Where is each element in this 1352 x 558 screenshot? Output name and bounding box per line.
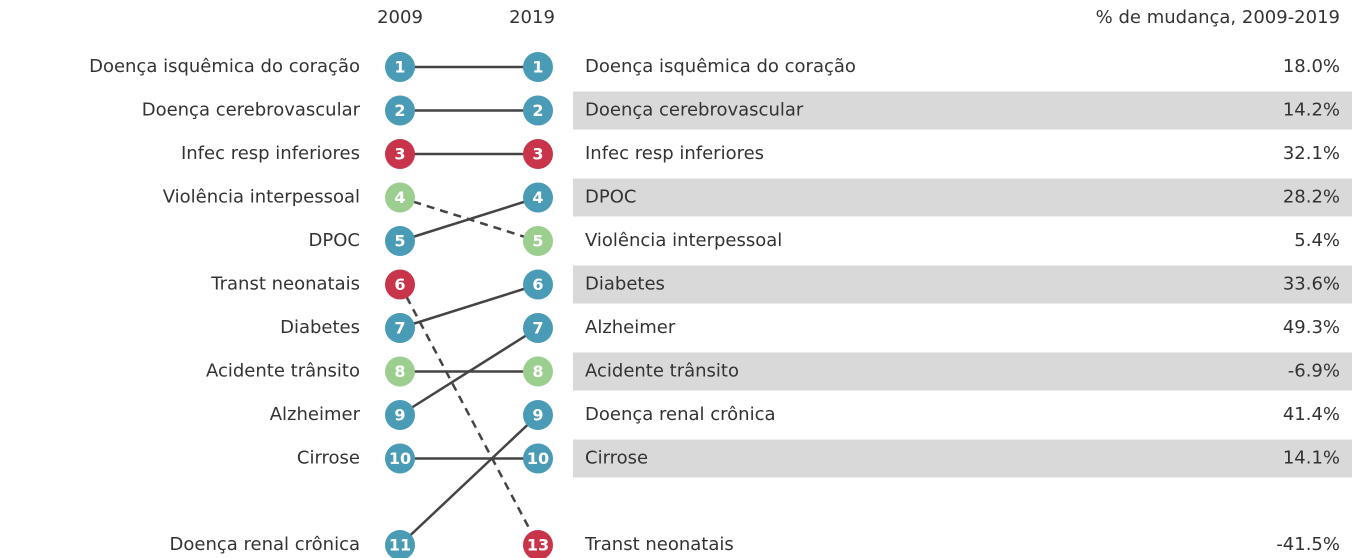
end-year: 2019: [509, 7, 555, 28]
rank-link: [399, 414, 539, 546]
left-label: Alzheimer: [270, 404, 361, 425]
rank-circle: [385, 400, 415, 430]
right-label: Violência interpessoal: [585, 230, 782, 251]
left-label: Doença isquêmica do coração: [89, 56, 360, 77]
left-label: Doença cerebrovascular: [142, 100, 361, 121]
rank-number: 6: [532, 275, 543, 294]
rank-number: 7: [394, 319, 405, 338]
row-band: [573, 352, 1352, 391]
rank-circle: [385, 95, 415, 126]
rank-number: 1: [532, 58, 543, 77]
right-label: Doença cerebrovascular: [585, 100, 804, 121]
change-value: 5.4%: [1294, 230, 1340, 251]
rank-number: 3: [532, 145, 543, 164]
left-label: Transt neonatais: [210, 274, 360, 295]
rank-circle: [385, 139, 415, 169]
rank-circle: [385, 530, 415, 558]
rank-link: [398, 283, 540, 546]
left-label: Doença renal crônica: [170, 534, 361, 555]
rank-number: 4: [532, 188, 543, 207]
right-label: Infec resp inferiores: [585, 143, 764, 164]
change-value: 49.3%: [1283, 317, 1340, 338]
rank-circle: [523, 182, 553, 213]
rank-number: 4: [394, 188, 405, 207]
rank-circle: [523, 530, 553, 558]
row-band: [573, 91, 1352, 130]
rank-number: 5: [532, 232, 543, 251]
left-label: Cirrose: [297, 448, 360, 469]
rank-circle: [523, 52, 553, 82]
row-band: [573, 178, 1352, 217]
right-label: Doença isquêmica do coração: [585, 56, 856, 77]
rank-circle: [385, 269, 415, 300]
rank-number: 9: [394, 406, 405, 425]
rank-circle: [385, 182, 415, 213]
change-value: 41.4%: [1283, 404, 1340, 425]
rank-circle: [523, 139, 553, 169]
rank-number: 2: [532, 101, 543, 120]
start-year: 2009: [377, 7, 423, 28]
change-value: -6.9%: [1288, 361, 1340, 382]
change-value: 33.6%: [1283, 274, 1340, 295]
rank-circle: [523, 356, 553, 387]
right-label: Acidente trânsito: [585, 361, 739, 382]
right-label: DPOC: [585, 187, 636, 208]
rank-circle: [385, 52, 415, 82]
rank-number: 8: [394, 362, 405, 381]
rank-circle: [523, 95, 553, 126]
rank-number: 5: [394, 232, 405, 251]
change-header: % de mudança, 2009-2019: [1096, 7, 1340, 28]
right-label: Diabetes: [585, 274, 665, 295]
rank-number: 2: [394, 101, 405, 120]
right-label: Doença renal crônica: [585, 404, 776, 425]
change-value: -41.5%: [1276, 534, 1340, 555]
rank-number: 13: [527, 536, 549, 555]
rank-number: 1: [394, 58, 405, 77]
rank-link: [399, 326, 539, 417]
rank-circle: [385, 313, 415, 343]
rank-circle: [385, 443, 415, 474]
rank-number: 3: [394, 145, 405, 164]
rank-number: 10: [389, 449, 411, 468]
rank-number: 6: [394, 275, 405, 294]
rank-circle: [385, 226, 415, 256]
change-value: 28.2%: [1283, 187, 1340, 208]
left-label: Violência interpessoal: [163, 187, 360, 208]
left-label: Infec resp inferiores: [181, 143, 360, 164]
rank-link: [399, 283, 539, 330]
rank-circle: [523, 313, 553, 343]
change-value: 14.2%: [1283, 100, 1340, 121]
rank-number: 10: [527, 449, 549, 468]
row-band: [573, 265, 1352, 304]
right-label: Alzheimer: [585, 317, 676, 338]
rank-circle: [523, 400, 553, 430]
rank-circle: [523, 226, 553, 256]
row-band: [573, 439, 1352, 478]
left-label: Acidente trânsito: [206, 361, 360, 382]
left-label: Diabetes: [280, 317, 360, 338]
rank-number: 11: [389, 536, 411, 555]
change-value: 14.1%: [1283, 448, 1340, 469]
left-label: DPOC: [309, 230, 360, 251]
right-label: Transt neonatais: [584, 534, 734, 555]
rank-circle: [523, 443, 553, 474]
rank-circle: [523, 269, 553, 300]
rank-link: [399, 196, 539, 243]
rank-number: 8: [532, 362, 543, 381]
change-value: 18.0%: [1283, 56, 1340, 77]
rank-number: 7: [532, 319, 543, 338]
change-value: 32.1%: [1283, 143, 1340, 164]
right-label: Cirrose: [585, 448, 648, 469]
rank-circle: [385, 356, 415, 387]
rank-number: 9: [532, 406, 543, 425]
